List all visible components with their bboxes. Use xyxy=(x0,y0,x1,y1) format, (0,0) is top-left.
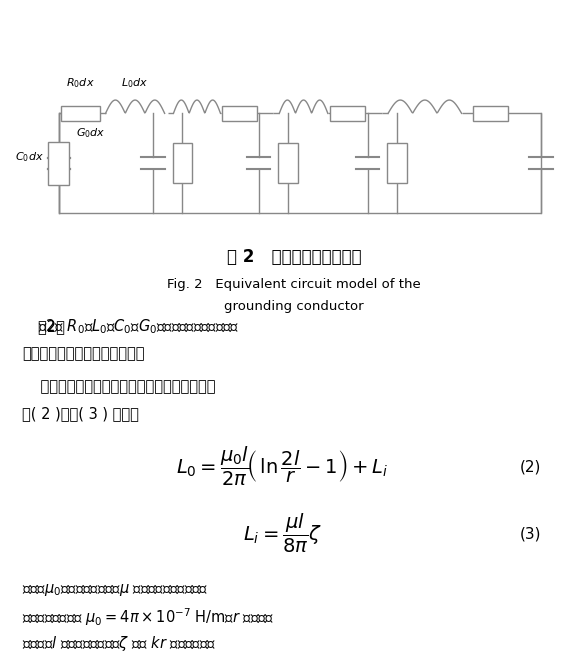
FancyBboxPatch shape xyxy=(279,143,298,183)
Text: 式中：$\mu_0$为真空导磁系数，$\mu$ 为接地材料导磁系数；: 式中：$\mu_0$为真空导磁系数，$\mu$ 为接地材料导磁系数； xyxy=(22,582,209,598)
Text: $C_0\mathregular{d}x$: $C_0\mathregular{d}x$ xyxy=(15,150,44,163)
Text: grounding conductor: grounding conductor xyxy=(224,300,364,313)
Text: Fig. 2   Equivalent circuit model of the: Fig. 2 Equivalent circuit model of the xyxy=(167,278,421,291)
Text: 度的电阻、电感、电容和电导。: 度的电阻、电感、电容和电导。 xyxy=(22,346,145,361)
Text: 图 2   接地体等效电路模型: 图 2 接地体等效电路模型 xyxy=(227,248,361,265)
FancyBboxPatch shape xyxy=(473,106,508,121)
Text: $R_0\mathregular{d}x$: $R_0\mathregular{d}x$ xyxy=(66,76,95,90)
Text: $L_i = \dfrac{\mu l}{8\pi}\zeta$: $L_i = \dfrac{\mu l}{8\pi}\zeta$ xyxy=(243,512,322,555)
Text: (3): (3) xyxy=(519,526,541,541)
Text: (2): (2) xyxy=(520,460,541,474)
FancyBboxPatch shape xyxy=(330,106,365,121)
Text: $L_0 = \dfrac{\mu_0 l}{2\pi}\!\left(\,\ln \dfrac{2l}{r} - 1\right) + L_i$: $L_0 = \dfrac{\mu_0 l}{2\pi}\!\left(\,\l… xyxy=(176,446,389,488)
Text: 图2中: 图2中 xyxy=(38,319,70,334)
FancyBboxPatch shape xyxy=(48,141,69,185)
FancyBboxPatch shape xyxy=(387,143,407,183)
Text: 式( 2 )、式( 3 ) 所示：: 式( 2 )、式( 3 ) 所示： xyxy=(22,406,139,421)
FancyBboxPatch shape xyxy=(62,106,100,121)
Text: 图2中 $R_0$、$L_0$、$C_0$、$G_0$分别表示有损导线单位长: 图2中 $R_0$、$L_0$、$C_0$、$G_0$分别表示有损导线单位长 xyxy=(38,317,239,336)
Text: 料半径；$l$ 为接地材料长度；$\zeta$ 为与 $kr$ 数值有关的一: 料半径；$l$ 为接地材料长度；$\zeta$ 为与 $kr$ 数值有关的一 xyxy=(22,634,216,653)
Text: 在高频条件下，圆截面直导线电感计算公式如: 在高频条件下，圆截面直导线电感计算公式如 xyxy=(22,380,216,394)
Text: $G_0\mathregular{d}x$: $G_0\mathregular{d}x$ xyxy=(76,127,106,140)
FancyBboxPatch shape xyxy=(173,143,192,183)
Text: 在实用范围内可取 $\mu_0 = 4\pi \times 10^{-7}$ H/m；$r$ 为接地材: 在实用范围内可取 $\mu_0 = 4\pi \times 10^{-7}$ H… xyxy=(22,606,275,628)
Text: $L_0\mathregular{d}x$: $L_0\mathregular{d}x$ xyxy=(122,76,149,90)
FancyBboxPatch shape xyxy=(222,106,257,121)
